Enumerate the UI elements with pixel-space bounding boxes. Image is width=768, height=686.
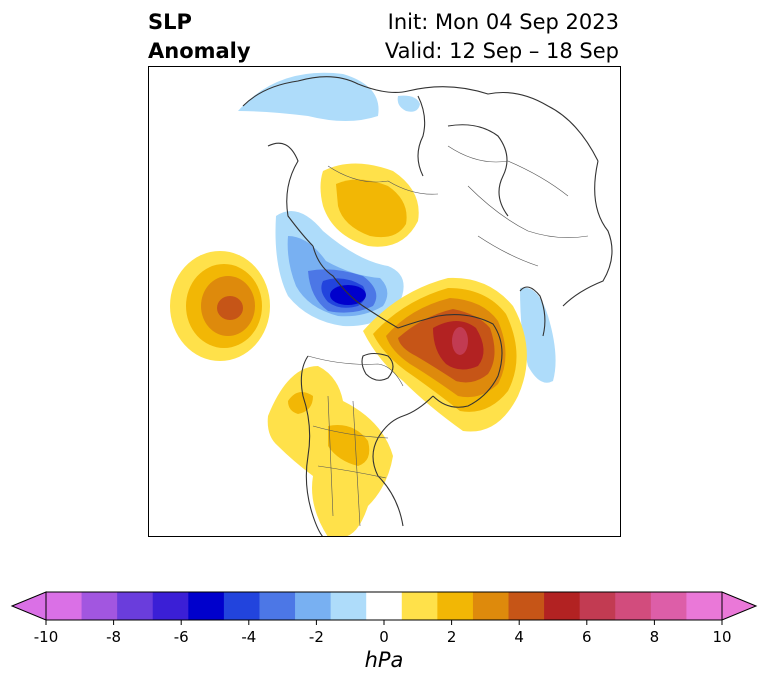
colorbar-swatch [259,592,296,620]
colorbar-swatch [401,592,438,620]
colorbar-swatch [615,592,652,620]
colorbar-swatch [472,592,510,620]
valid-dates: Valid: 12 Sep – 18 Sep [384,39,619,63]
colorbar-swatch [650,592,687,620]
colorbar-tick-label: 10 [712,628,731,646]
negative-anomaly-bering [238,72,379,121]
colorbar-swatch [81,592,118,620]
colorbar-swatch [686,592,723,620]
colorbar-tick-label: -2 [309,628,324,646]
colorbar-swatch [46,592,83,620]
colorbar-swatch [366,592,403,620]
colorbar-tick-label: 8 [650,628,660,646]
negative-anomaly-scandinavia [520,287,556,383]
title-line-2: Anomaly [148,39,251,63]
colorbar-tick-label: -6 [174,628,189,646]
negative-anomaly-europe [397,95,420,112]
colorbar-swatch [330,592,367,620]
colorbar-swatch [188,592,225,620]
map-date-info: Init: Mon 04 Sep 2023 Valid: 12 Sep – 18… [385,8,619,66]
title-line-1: SLP [148,10,192,34]
colorbar-swatch [152,592,189,620]
colorbar-swatch [508,592,545,620]
map-coastlines [242,76,613,537]
colorbar-tick-label: 0 [379,628,389,646]
init-date: Init: Mon 04 Sep 2023 [387,10,619,34]
colorbar-max-extend [721,591,758,621]
slp-anomaly-map [148,66,621,537]
colorbar-swatch [579,592,616,620]
colorbar-unit-label: hPa [364,648,404,672]
colorbar-swatch [223,592,260,620]
map-borders [307,145,589,527]
colorbar: -10 -8 -6 -4 -2 0 2 4 6 8 10 [10,591,758,646]
colorbar-tick-label: 2 [447,628,457,646]
colorbar-tick-label: 6 [582,628,592,646]
colorbar-swatch [117,592,154,620]
colorbar-swatch [437,592,474,620]
colorbar-min-extend [10,591,47,621]
colorbar-swatch [544,592,581,620]
colorbar-tick-label: -10 [34,628,59,646]
colorbar-tick-label: 4 [514,628,524,646]
colorbar-tick-label: -4 [241,628,256,646]
positive-anomaly-north-pacific [170,251,270,361]
colorbar-swatch [295,592,332,620]
colorbar-tick-label: -8 [106,628,121,646]
map-title: SLP Anomaly [148,8,251,66]
